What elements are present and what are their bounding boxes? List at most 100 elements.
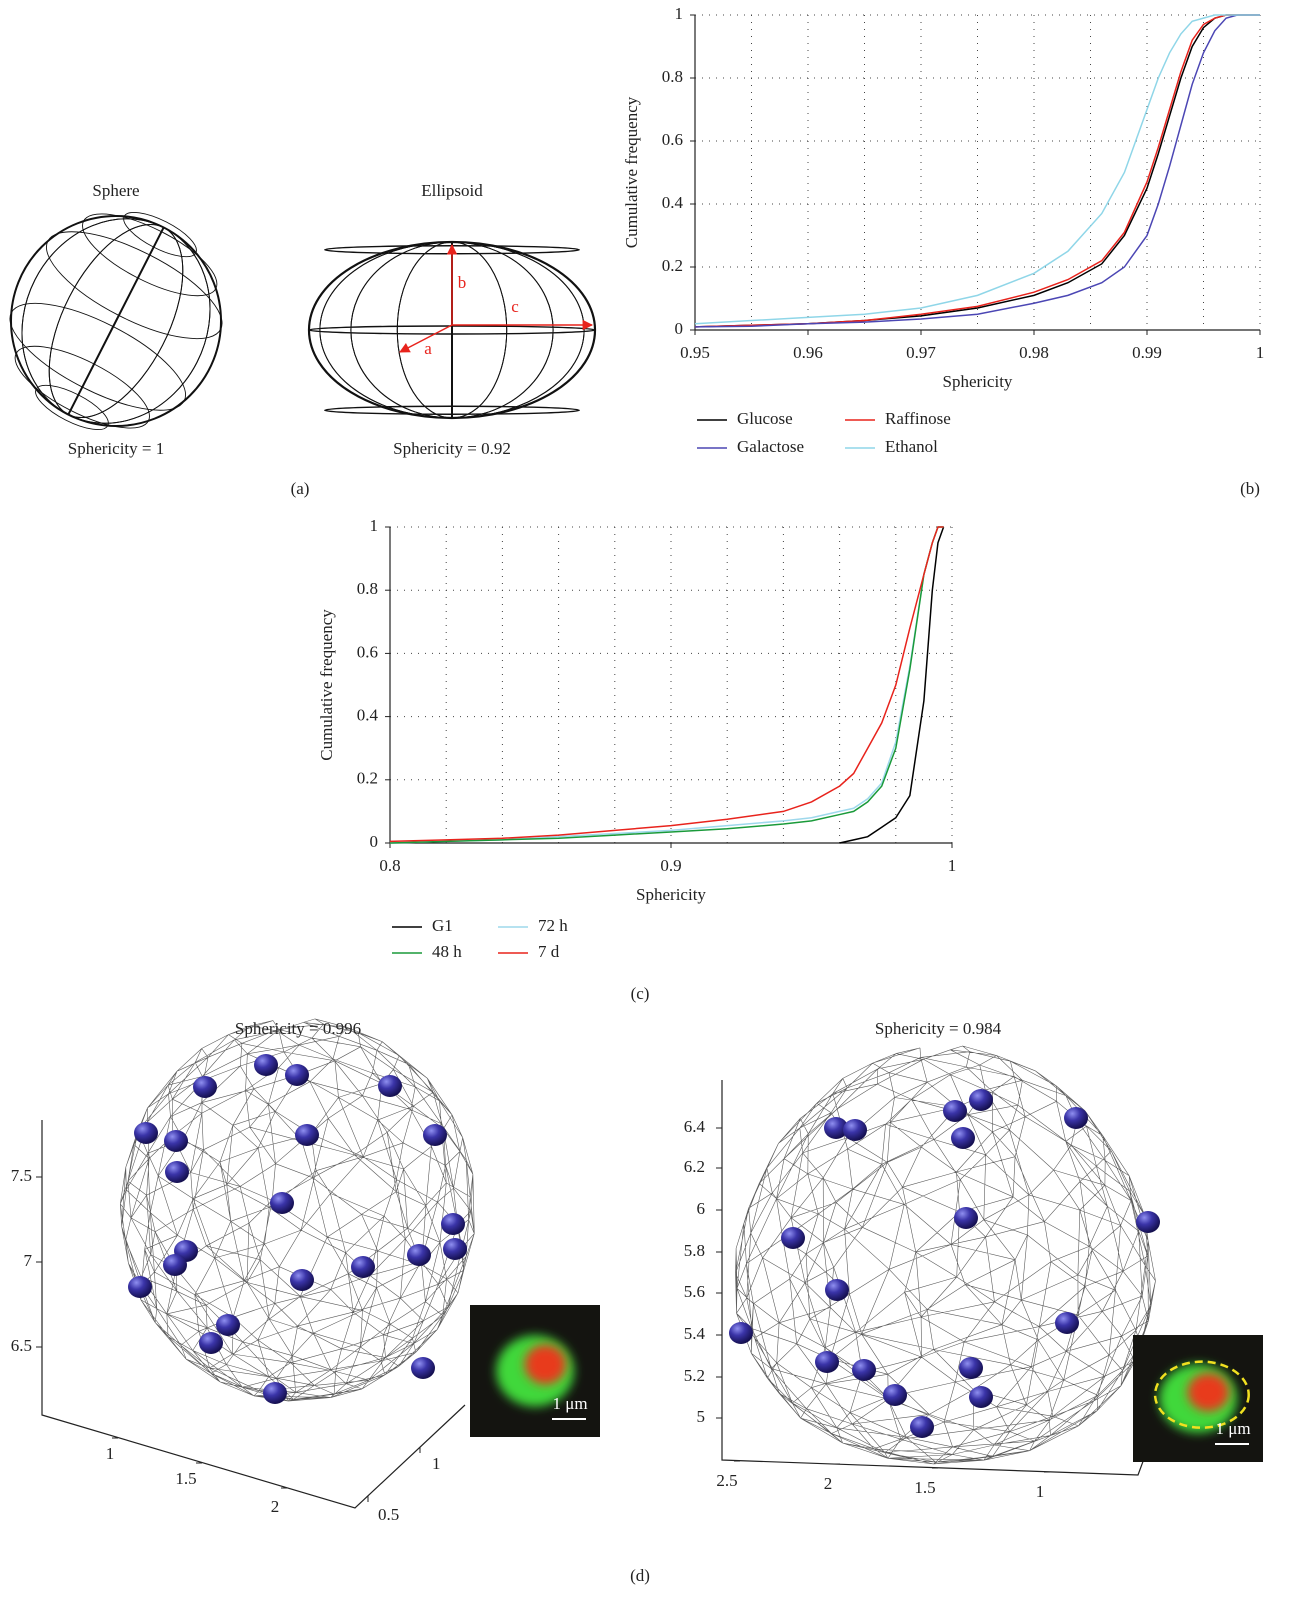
parallel [324,405,580,415]
y-tick-label: 0.6 [662,130,683,149]
wireframe [735,1045,1156,1465]
marker-sphere [852,1359,876,1381]
tick-label: 1.5 [175,1469,196,1488]
y-tick-label: 0.8 [357,579,378,598]
marker-sphere [165,1161,189,1183]
legend-label: G1 [432,916,453,935]
y-axis-title: Cumulative frequency [622,96,641,248]
marker-sphere [1136,1211,1160,1233]
tick-label: 5.2 [684,1366,705,1385]
plot-title: Sphericity = 0.984 [875,1019,1002,1038]
tick-label: 5.8 [684,1241,705,1260]
marker-sphere [199,1332,223,1354]
axis-label: b [458,273,467,292]
tick-label: 6.2 [684,1157,705,1176]
marker-sphere [163,1254,187,1276]
marker-sphere [128,1276,152,1298]
legend-label: Raffinose [885,409,951,428]
tick-label: 1 [432,1454,441,1473]
line [694,14,1260,328]
tick-label: 2 [271,1497,280,1516]
y-tick-label: 1 [675,4,684,23]
panel-label: (a) [291,479,310,498]
marker-sphere [969,1089,993,1111]
line [694,14,1260,325]
outline [10,215,222,427]
ellipsoid-title: Ellipsoid [421,181,483,200]
marker-sphere [951,1127,975,1149]
marker-sphere [954,1207,978,1229]
x-tick-label: 0.96 [793,343,823,362]
tick-label: 7.5 [11,1166,32,1185]
legend-label: 7 d [538,942,560,961]
meridian [68,227,163,414]
marker-sphere [815,1351,839,1373]
tick-label: 5 [697,1407,706,1426]
marker-sphere [1055,1312,1079,1334]
marker-sphere [843,1119,867,1141]
marker-sphere [270,1192,294,1214]
tick-label: 0.5 [378,1505,399,1524]
line [389,526,944,843]
y-tick-label: 0 [675,319,684,338]
marker-sphere [351,1256,375,1278]
x-axis-title: Sphericity [636,885,706,904]
marker-sphere [290,1269,314,1291]
y-tick-label: 0.8 [662,67,683,86]
y-tick-label: 0.2 [357,769,378,788]
tick-label: 5.6 [684,1282,705,1301]
y-tick-label: 1 [370,516,379,535]
line [389,526,944,844]
outline [307,240,597,420]
tick-label: 2 [824,1474,833,1493]
marker-sphere [295,1124,319,1146]
x-tick-label: 0.9 [660,856,681,875]
panel-label: (d) [630,1566,650,1585]
tick-label: 6.5 [11,1336,32,1355]
marker-sphere [443,1238,467,1260]
x-tick-label: 0.95 [680,343,710,362]
y-axis-title: Cumulative frequency [317,609,336,761]
tick-label: 6 [697,1199,706,1218]
y-tick-label: 0 [370,832,379,851]
tick-label: 7 [24,1251,33,1270]
line [694,14,1260,328]
marker-sphere [216,1314,240,1336]
chart: 0 0.2 0.4 0.6 0.8 1 0.95 0.96 0.97 0.98 0.99 1 Spher… [622,4,1264,498]
axis-label: a [424,339,432,358]
panel-a-drawing: b c a [9,211,597,431]
marker-sphere [959,1357,983,1379]
panel-d-drawing: 7.5 7 6.5 1 1.5 2 0.5 1 6.4 6.2 6 5.8 5.6 5.4 5.2 5 2.5 2… [11,1018,1263,1524]
y-tick-label: 0.2 [662,256,683,275]
x-tick-label: 0.8 [379,856,400,875]
x-tick-label: 1 [948,856,957,875]
marker-sphere [729,1322,753,1344]
x-axis-title: Sphericity [943,372,1013,391]
scale-label: 1 μm [1215,1419,1250,1438]
panel-label: (c) [631,984,650,1003]
marker-sphere [407,1244,431,1266]
marker-sphere [943,1100,967,1122]
y-tick-label: 0.4 [357,706,379,725]
scale-label: 1 μm [552,1394,587,1413]
x-tick-label: 0.98 [1019,343,1049,362]
marker-sphere [263,1382,287,1404]
marker-sphere [910,1416,934,1438]
x-tick-label: 0.97 [906,343,936,362]
panel-label: (b) [1240,479,1260,498]
meridian [21,218,211,424]
tick-label: 5.4 [684,1324,706,1343]
sphere-caption: Sphericity = 1 [68,439,164,458]
y-tick-label: 0.4 [662,193,684,212]
marker-sphere [411,1357,435,1379]
marker-sphere [378,1075,402,1097]
tick-label: 1.5 [914,1478,935,1497]
red-signal [524,1344,567,1385]
legend-label: 48 h [432,942,462,961]
axis-line [41,1120,466,1509]
chart: 0 0.2 0.4 0.6 0.8 1 0.8 0.9 1 Sphericity Cumulativ… [317,516,956,1003]
marker-sphere [824,1117,848,1139]
marker-sphere [1064,1107,1088,1129]
